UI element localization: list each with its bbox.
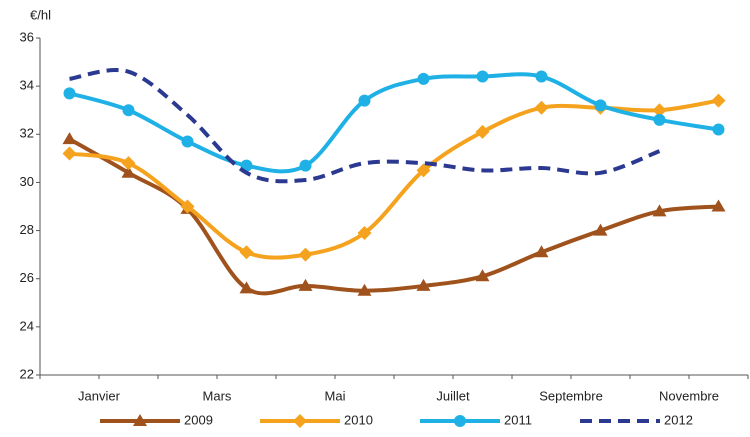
point: [475, 124, 490, 139]
point: [417, 72, 430, 85]
point: [416, 163, 431, 178]
point: [535, 70, 548, 83]
point: [121, 156, 136, 171]
point: [181, 135, 194, 148]
legend-marker: [454, 415, 466, 427]
point: [299, 159, 312, 172]
point: [62, 146, 77, 161]
y-tick-label: 28: [20, 222, 34, 237]
legend-label: 2009: [184, 412, 213, 427]
y-tick-label: 34: [20, 78, 34, 93]
series-line: [69, 98, 719, 260]
point: [121, 165, 136, 178]
point: [593, 223, 608, 236]
point: [475, 269, 490, 282]
point: [239, 281, 254, 294]
point: [653, 113, 666, 126]
series-line: [68, 72, 719, 174]
y-tick-label: 36: [20, 29, 34, 44]
y-tick-label: 24: [20, 318, 34, 333]
y-tick-label: 22: [20, 366, 34, 381]
y-tick-label: 32: [20, 126, 34, 141]
point: [180, 199, 195, 214]
point: [357, 225, 372, 240]
point: [357, 283, 372, 296]
x-tick-label: Mai: [325, 388, 346, 403]
legend-label: 2012: [664, 412, 693, 427]
x-tick-label: Janvier: [78, 388, 121, 403]
point: [476, 70, 489, 83]
point: [711, 93, 726, 108]
point: [298, 247, 313, 262]
point: [239, 245, 254, 260]
x-tick-label: Novembre: [659, 388, 719, 403]
legend-label: 2010: [344, 412, 373, 427]
point: [652, 204, 667, 217]
point: [534, 100, 549, 115]
point: [712, 123, 725, 136]
point: [594, 99, 607, 112]
point: [62, 132, 77, 145]
point: [711, 199, 726, 212]
point: [122, 104, 135, 117]
point: [652, 103, 667, 118]
legend-label: 2011: [504, 412, 532, 427]
y-unit: €/hl: [30, 7, 51, 22]
point: [416, 278, 431, 291]
series-line: [69, 68, 661, 184]
legend-marker: [293, 414, 307, 428]
x-tick-label: Septembre: [539, 388, 603, 403]
point: [534, 245, 549, 258]
point: [358, 94, 371, 107]
y-tick-label: 30: [20, 174, 34, 189]
point: [298, 278, 313, 291]
x-tick-label: Mars: [203, 388, 232, 403]
point: [240, 159, 253, 172]
y-tick-label: 26: [20, 270, 34, 285]
point: [63, 87, 76, 100]
x-tick-label: Juillet: [436, 388, 470, 403]
legend-marker: [133, 414, 147, 426]
